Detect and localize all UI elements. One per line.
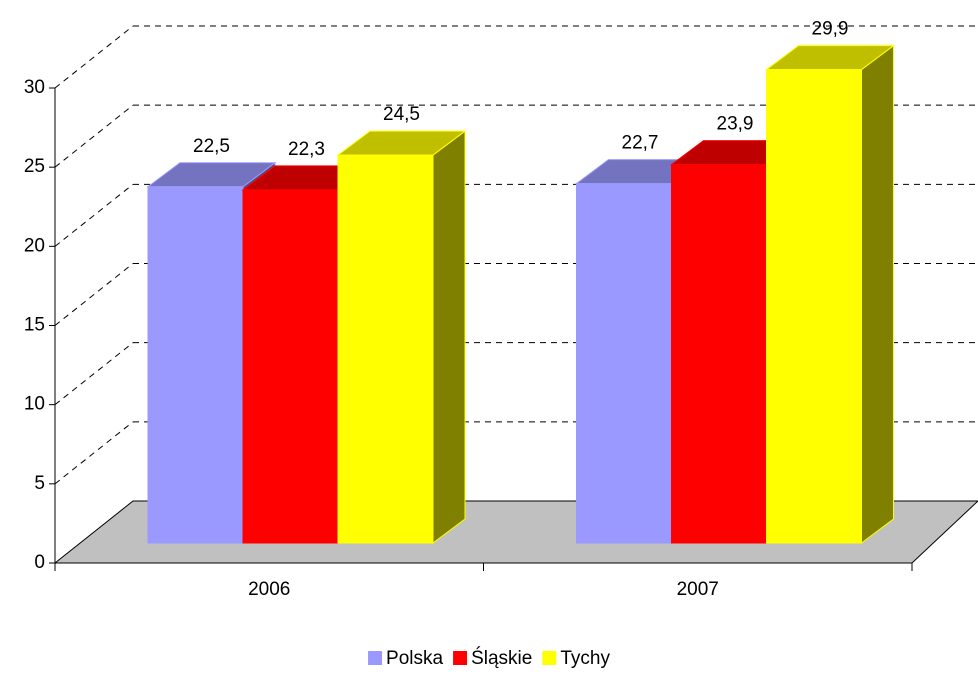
data-label: 22,7 [622,133,659,154]
y-tick-label: 5 [34,473,45,494]
legend-label: Śląskie [471,647,532,669]
bar-side [861,44,894,544]
grid-line [54,25,134,89]
legend-swatch [368,651,383,665]
bar [336,130,467,544]
grid-line [54,104,134,168]
y-tick-label: 25 [24,156,45,177]
y-tick-label: 15 [24,315,45,336]
y-tick-label: 30 [24,77,45,98]
bar-side [432,130,466,544]
grid-line [54,342,134,406]
y-tick-label: 20 [24,235,45,256]
bar-front [337,154,434,544]
bar-front [766,69,862,544]
bar-front [576,183,672,544]
bar [765,44,895,544]
grid-line [54,183,134,247]
legend-label: Polska [386,648,443,669]
bar-front [242,189,339,544]
data-label: 22,5 [193,136,230,157]
legend-swatch [453,651,468,665]
legend-label: Tychy [560,648,610,669]
data-label: 29,9 [812,19,849,40]
data-label: 22,3 [288,139,325,160]
data-label: 24,5 [383,104,420,125]
legend-swatch [542,651,557,665]
y-tick-label: 10 [24,394,45,415]
y-tick-label: 0 [34,552,45,573]
x-tick-label: 2006 [248,579,290,600]
grid-line [54,263,134,326]
bar-front [147,186,244,544]
bar-front [671,164,767,544]
data-label: 23,9 [717,114,754,135]
x-tick-label: 2007 [677,579,719,600]
grid-line [54,421,134,485]
